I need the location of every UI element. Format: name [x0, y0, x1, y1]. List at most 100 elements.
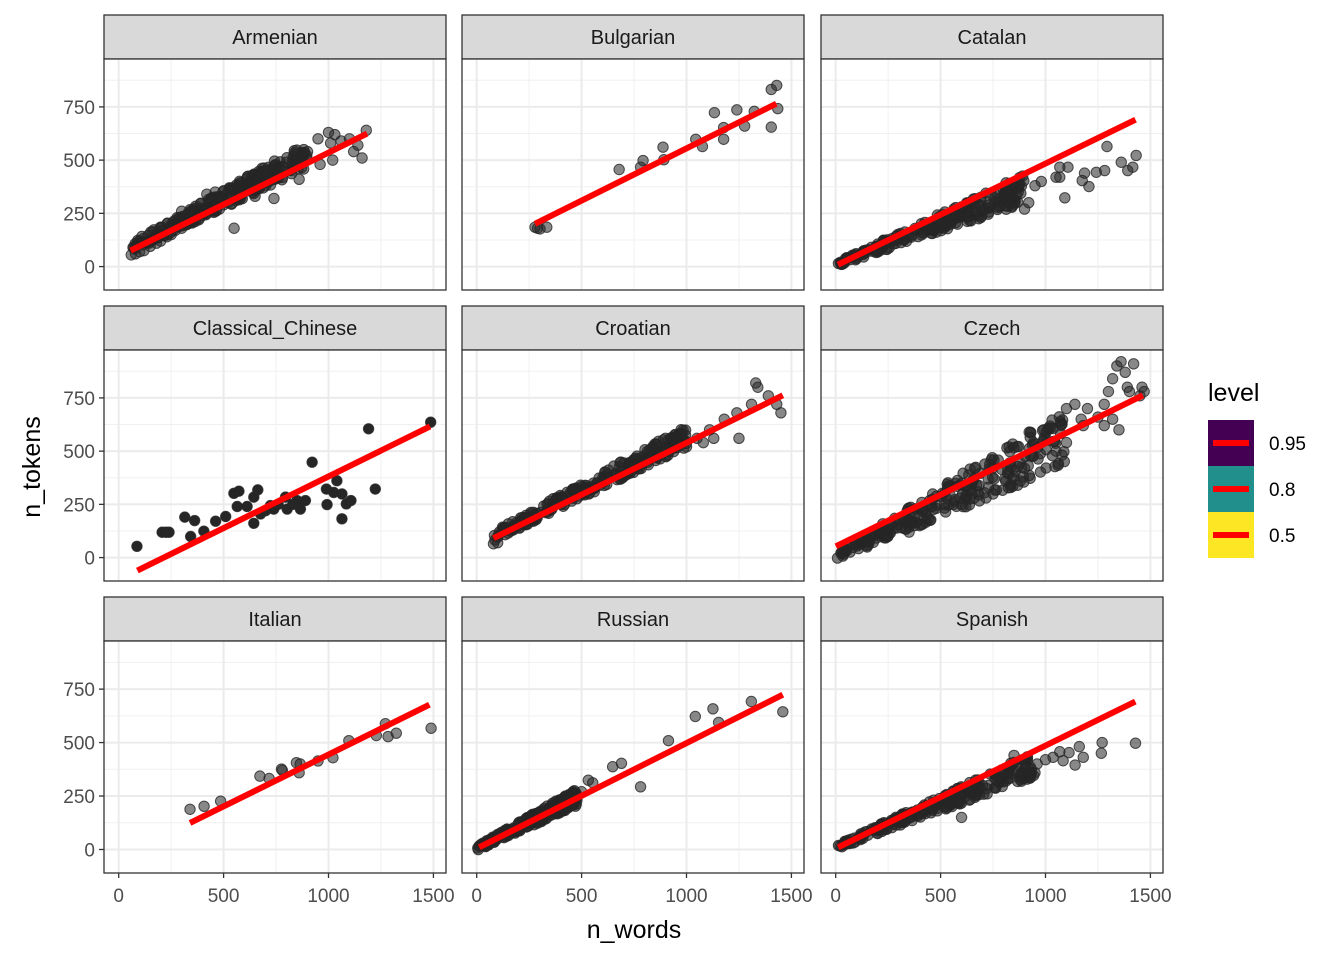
data-point	[1119, 366, 1131, 379]
data-point	[1060, 436, 1073, 449]
data-point	[241, 500, 253, 513]
x-tick-label: 1000	[1024, 886, 1066, 907]
data-point	[1069, 398, 1081, 410]
data-point	[835, 546, 848, 559]
data-point	[982, 198, 995, 211]
data-point	[982, 208, 994, 220]
data-point	[336, 513, 348, 525]
data-point	[301, 145, 314, 158]
y-tick-label: 250	[63, 495, 95, 516]
data-point	[1029, 179, 1041, 192]
data-point	[1057, 755, 1069, 767]
data-point	[988, 473, 1000, 485]
facet-panel-croatian: Croatian	[461, 305, 805, 582]
data-point	[1129, 737, 1142, 749]
y-tick-label: 0	[84, 258, 95, 279]
facet-panels: Armenian 0 250 500 750 Bulgarian Catalan Classi…	[63, 14, 1172, 907]
data-point	[717, 133, 730, 145]
data-point	[1044, 422, 1057, 434]
data-point	[228, 222, 240, 234]
legend-entry: 0.8	[1208, 466, 1295, 512]
regression-line	[477, 691, 785, 851]
panel-border	[461, 349, 805, 582]
data-point	[662, 734, 675, 747]
data-point	[879, 532, 892, 544]
data-point	[1008, 442, 1020, 454]
data-point	[1073, 740, 1085, 753]
facet-panel-bulgarian: Bulgarian	[461, 14, 805, 291]
data-point	[955, 498, 968, 511]
data-point	[1101, 140, 1113, 153]
data-point	[1098, 398, 1110, 410]
data-point	[1024, 431, 1036, 444]
data-point	[254, 770, 266, 782]
data-point	[745, 695, 758, 708]
facet-strip-label: Russian	[597, 609, 669, 631]
data-point	[707, 703, 719, 715]
data-point	[939, 801, 951, 813]
data-point	[689, 710, 702, 723]
data-point	[280, 156, 293, 168]
data-point	[287, 498, 299, 511]
data-point	[777, 706, 789, 718]
data-point	[997, 190, 1010, 203]
data-point	[1123, 385, 1136, 398]
data-point	[913, 519, 926, 532]
y-tick-label: 250	[63, 787, 95, 808]
data-point	[362, 423, 375, 435]
data-point	[209, 186, 221, 198]
data-point	[1106, 413, 1119, 425]
x-tick-label: 1500	[770, 886, 812, 907]
data-point	[1059, 192, 1071, 204]
data-point	[175, 205, 188, 217]
regression-line	[129, 130, 369, 254]
data-point	[1034, 466, 1047, 478]
regression-line	[492, 392, 785, 541]
y-tick-label: 500	[63, 734, 95, 755]
data-point	[312, 133, 324, 145]
y-tick-label: 0	[84, 549, 95, 570]
y-tick-label: 750	[63, 680, 95, 701]
facet-strip-label: Croatian	[595, 318, 671, 340]
facet-panel-armenian: Armenian 0 250 500 750	[63, 14, 447, 291]
data-point	[1081, 402, 1094, 415]
data-layer	[529, 79, 784, 235]
data-point	[1083, 180, 1095, 193]
regression-line	[188, 702, 431, 826]
regression-line	[834, 392, 1145, 549]
data-layer	[131, 416, 437, 574]
facet-panel-russian: Russian 0 500 1000 1500	[461, 596, 813, 907]
x-tick-label: 0	[113, 886, 124, 907]
data-point	[1113, 424, 1125, 436]
data-point	[1014, 475, 1027, 487]
data-point	[1055, 418, 1068, 430]
data-point	[184, 803, 196, 815]
data-point	[259, 165, 272, 177]
data-point	[752, 381, 764, 393]
facet-strip-label: Catalan	[958, 27, 1027, 49]
data-point	[919, 807, 932, 820]
data-point	[252, 484, 264, 496]
legend-title: level	[1208, 379, 1259, 407]
facet-panel-italian: Italian 0 250 500 750 0 500 1000 1500	[63, 596, 455, 907]
facet-strip	[820, 305, 1164, 351]
data-point	[1012, 186, 1024, 198]
y-tick-label: 250	[63, 204, 95, 225]
facet-strip-label: Armenian	[232, 27, 318, 49]
data-point	[356, 152, 368, 164]
data-point	[634, 781, 647, 793]
facet-panel-spanish: Spanish 0 500 1000 1500	[820, 596, 1172, 907]
data-point	[369, 483, 381, 495]
facet-panel-catalan: Catalan	[820, 14, 1164, 291]
data-point	[775, 407, 787, 419]
data-point	[1018, 462, 1031, 474]
data-point	[231, 500, 243, 513]
data-point	[1106, 373, 1119, 385]
data-point	[657, 141, 669, 153]
data-point	[390, 727, 402, 739]
data-point	[1018, 203, 1031, 215]
data-point	[951, 797, 963, 809]
data-point	[733, 432, 745, 445]
data-point	[1050, 171, 1062, 183]
